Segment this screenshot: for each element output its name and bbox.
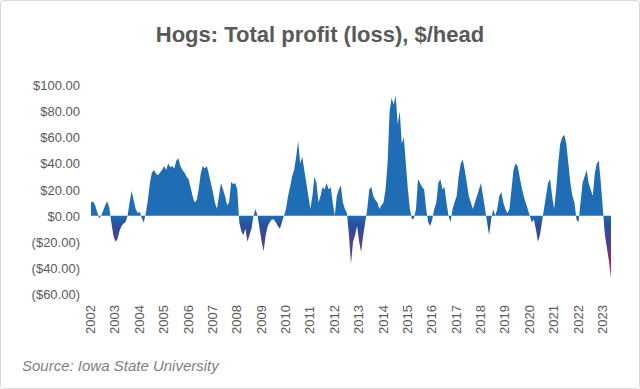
x-tick-label: 2009 bbox=[254, 305, 269, 334]
y-tick-label: ($20.00) bbox=[32, 235, 80, 250]
x-tick-label: 2010 bbox=[278, 305, 293, 334]
y-tick-label: ($40.00) bbox=[32, 261, 80, 276]
x-tick-label: 2005 bbox=[156, 305, 171, 334]
y-tick-label: $40.00 bbox=[40, 156, 80, 171]
x-tick-label: 2020 bbox=[522, 305, 537, 334]
x-tick-label: 2004 bbox=[132, 305, 147, 334]
chart: Hogs: Total profit (loss), $/head ($60.00… bbox=[0, 0, 640, 389]
x-tick-label: 2023 bbox=[595, 305, 610, 334]
x-tick-label: 2022 bbox=[571, 305, 586, 334]
plot-area bbox=[91, 95, 611, 278]
y-tick-label: $0.00 bbox=[47, 209, 80, 224]
x-tick-label: 2013 bbox=[351, 305, 366, 334]
x-tick-label: 2002 bbox=[83, 305, 98, 334]
y-tick-label: ($60.00) bbox=[32, 287, 80, 302]
y-tick-label: $80.00 bbox=[40, 104, 80, 119]
x-tick-label: 2012 bbox=[327, 305, 342, 334]
x-tick-label: 2018 bbox=[473, 305, 488, 334]
x-tick-label: 2021 bbox=[546, 305, 561, 334]
profit-area bbox=[91, 95, 611, 278]
x-tick-label: 2017 bbox=[449, 305, 464, 334]
y-tick-label: $100.00 bbox=[33, 78, 80, 93]
x-tick-label: 2015 bbox=[400, 305, 415, 334]
source-note: Source: Iowa State University bbox=[22, 357, 220, 374]
x-tick-label: 2008 bbox=[229, 305, 244, 334]
x-tick-label: 2016 bbox=[424, 305, 439, 334]
x-tick-label: 2019 bbox=[497, 305, 512, 334]
x-tick-label: 2006 bbox=[181, 305, 196, 334]
chart-frame bbox=[1, 1, 640, 389]
y-tick-label: $60.00 bbox=[40, 130, 80, 145]
x-tick-label: 2007 bbox=[205, 305, 220, 334]
y-tick-label: $20.00 bbox=[40, 183, 80, 198]
x-tick-label: 2014 bbox=[376, 305, 391, 334]
title: Hogs: Total profit (loss), $/head bbox=[156, 22, 484, 47]
x-tick-label: 2011 bbox=[302, 306, 317, 334]
x-tick-label: 2003 bbox=[107, 305, 122, 334]
